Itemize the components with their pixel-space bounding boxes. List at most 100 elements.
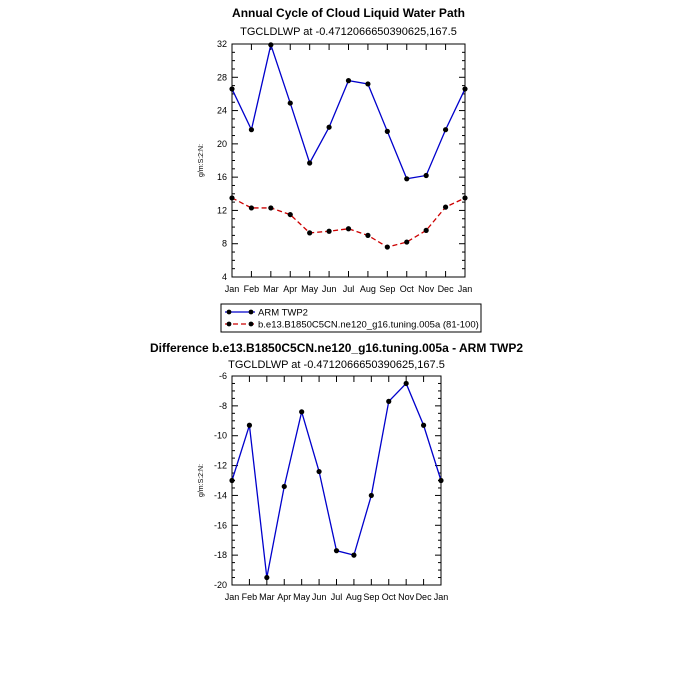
- x-tick-label: Apr: [277, 592, 291, 602]
- data-point: [404, 176, 410, 182]
- y-tick-label: 16: [217, 172, 227, 182]
- legend-swatch-marker: [248, 321, 254, 327]
- x-tick-label: Dec: [416, 592, 433, 602]
- data-point: [326, 228, 332, 234]
- series-line-1: [231, 42, 466, 180]
- y-tick-label: -18: [214, 550, 227, 560]
- legend-swatch-marker: [248, 309, 254, 315]
- data-point: [229, 86, 235, 92]
- y-tick-label: 32: [217, 39, 227, 49]
- data-point: [462, 195, 468, 201]
- y-axis-label: g/m:S:2:N:: [198, 464, 205, 497]
- x-tick-label: Jan: [225, 284, 240, 294]
- legend-entry: b.e13.B1850C5CN.ne120_g16.tuning.005a (8…: [258, 320, 479, 331]
- x-tick-label: Dec: [438, 284, 455, 294]
- data-point: [384, 128, 390, 134]
- data-point: [326, 124, 332, 130]
- y-tick-label: -20: [214, 580, 227, 590]
- y-tick-label: -10: [214, 431, 227, 441]
- x-tick-label: Feb: [242, 592, 258, 602]
- y-tick-label: 8: [222, 239, 227, 249]
- y-tick-label: 4: [222, 272, 227, 282]
- data-point: [248, 127, 255, 133]
- chart-2: Difference b.e13.B1850C5CN.ne120_g16.tun…: [150, 341, 523, 602]
- x-tick-label: Mar: [259, 592, 275, 602]
- data-point: [307, 230, 313, 236]
- data-point: [442, 204, 449, 210]
- data-point: [268, 205, 274, 211]
- data-point: [420, 422, 427, 428]
- y-tick-label: 24: [217, 106, 227, 116]
- x-tick-label: Apr: [283, 284, 297, 294]
- data-point: [281, 483, 287, 490]
- y-tick-label: -14: [214, 490, 227, 500]
- data-point: [246, 422, 253, 428]
- x-tick-label: Jan: [434, 592, 449, 602]
- legend-box: [220, 303, 482, 333]
- data-point: [248, 205, 255, 211]
- data-point: [423, 227, 429, 233]
- x-tick-label: Sep: [379, 284, 395, 294]
- data-point: [351, 552, 357, 558]
- x-tick-label: Nov: [398, 592, 415, 602]
- chart-title: Annual Cycle of Cloud Liquid Water Path: [232, 6, 465, 20]
- data-point: [287, 100, 293, 106]
- data-point: [307, 160, 313, 166]
- data-point: [442, 127, 449, 133]
- x-tick-label: Jul: [343, 284, 355, 294]
- data-point: [229, 195, 235, 201]
- y-tick-label: 20: [217, 139, 227, 149]
- x-tick-label: Jul: [331, 592, 343, 602]
- data-point: [365, 232, 371, 238]
- x-tick-label: Jun: [322, 284, 337, 294]
- data-point: [386, 398, 392, 404]
- x-tick-label: Aug: [360, 284, 376, 294]
- chart-title: Difference b.e13.B1850C5CN.ne120_g16.tun…: [150, 341, 523, 355]
- data-point: [316, 468, 322, 475]
- data-point: [423, 172, 429, 179]
- x-tick-label: Jun: [312, 592, 327, 602]
- y-tick-label: 28: [217, 72, 227, 82]
- data-point: [229, 477, 235, 484]
- plot-frame: [231, 375, 442, 586]
- data-point: [368, 492, 374, 499]
- x-tick-label: Nov: [418, 284, 435, 294]
- legend: ARM TWP2b.e13.B1850C5CN.ne120_g16.tuning…: [220, 303, 482, 333]
- data-point: [384, 244, 390, 250]
- data-point: [264, 574, 270, 581]
- chart-subtitle: TGCLDLWP at -0.4712066650390625,167.5: [240, 26, 457, 38]
- data-point: [287, 211, 293, 218]
- y-tick-label: 12: [217, 205, 227, 215]
- data-point: [462, 86, 468, 92]
- chart-1: Annual Cycle of Cloud Liquid Water Path T…: [198, 6, 482, 333]
- x-tick-label: May: [293, 592, 311, 602]
- legend-swatch-marker: [226, 321, 232, 327]
- y-tick-label: -6: [219, 371, 227, 381]
- x-tick-label: Jan: [225, 592, 240, 602]
- data-point: [268, 42, 274, 48]
- chart-subtitle: TGCLDLWP at -0.4712066650390625,167.5: [228, 359, 445, 371]
- data-point: [333, 548, 340, 554]
- x-tick-label: Mar: [263, 284, 279, 294]
- data-point: [365, 81, 371, 87]
- x-tick-label: Aug: [346, 592, 362, 602]
- data-point: [345, 226, 352, 232]
- data-point: [438, 477, 444, 484]
- y-tick-label: -16: [214, 520, 227, 530]
- data-point: [299, 409, 305, 415]
- legend-swatch-marker: [226, 309, 232, 315]
- x-tick-label: Jan: [458, 284, 473, 294]
- x-tick-label: Oct: [382, 592, 397, 602]
- legend-entry: ARM TWP2: [258, 308, 308, 319]
- data-point: [404, 239, 410, 245]
- data-point: [345, 78, 352, 84]
- x-tick-label: Feb: [244, 284, 260, 294]
- y-tick-label: -8: [219, 401, 227, 411]
- y-axis-label: g/m:S:2:N:: [198, 144, 205, 177]
- series-line-2: [231, 197, 466, 248]
- data-point: [403, 380, 409, 387]
- x-tick-label: Sep: [363, 592, 379, 602]
- x-tick-label: May: [301, 284, 319, 294]
- x-tick-label: Oct: [400, 284, 415, 294]
